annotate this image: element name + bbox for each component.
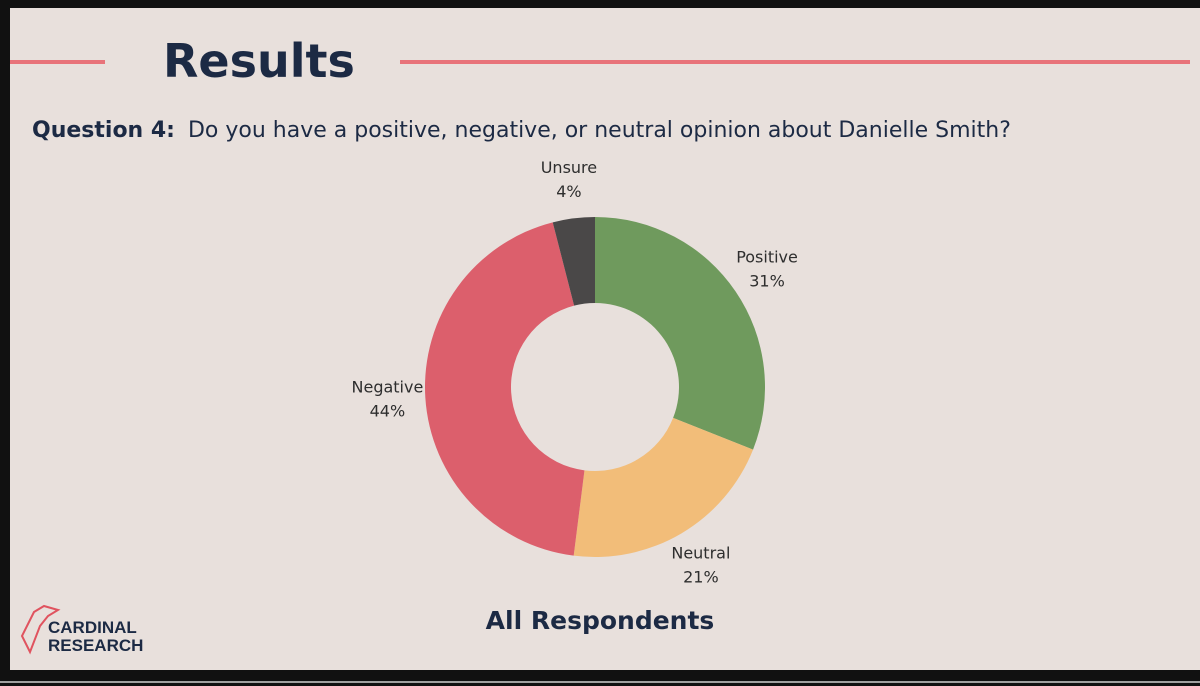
donut-slice [573,417,754,557]
chart-subtitle: All Respondents [486,606,715,635]
slice-value-label: 21% [683,568,719,587]
logo-text: CARDINAL [48,618,137,637]
logo-bird [20,604,61,655]
slice-category: Neutral [671,544,730,563]
question-label: Question 4: [32,118,175,143]
question-text: Do you have a positive, negative, or neu… [188,118,1011,143]
logo-text: RESEARCH [48,636,143,655]
title: Results [163,34,355,88]
slice-category: Negative [352,378,424,397]
slice-value-label: 4% [556,182,581,201]
donut-slice [595,217,766,450]
question: Question 4: Do you have a positive, nega… [32,118,1011,143]
donut-slice [552,217,595,306]
slide-background [10,8,1200,670]
slice-category: Unsure [541,158,597,177]
slice-category: Positive [736,248,798,267]
slice-value-label: 31% [749,272,785,291]
donut-chart: Positive 31% Neutral 21% Negative 44% Unsure 4% [352,158,798,586]
donut-slice [425,222,585,556]
slice-value-label: 44% [370,402,406,421]
logo: CARDINAL RESEARCH [20,604,143,655]
